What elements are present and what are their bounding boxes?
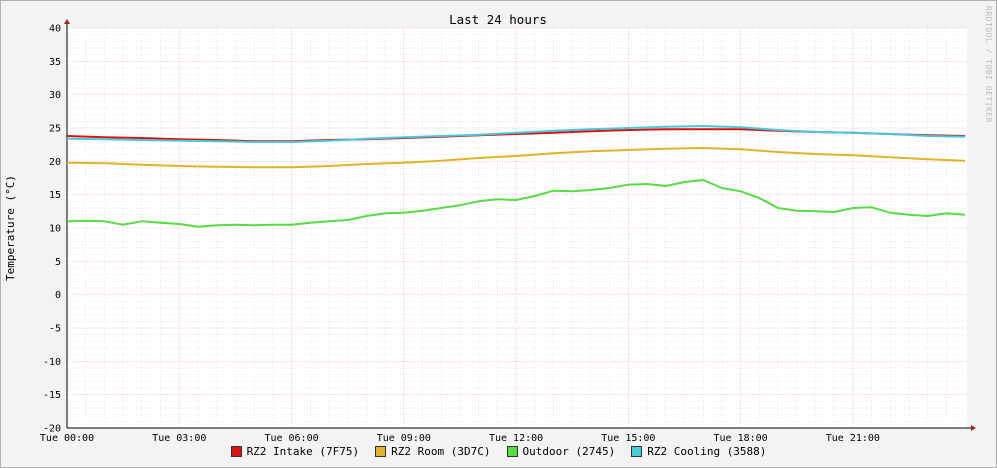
x-tick-label: Tue 18:00: [714, 433, 768, 444]
legend-item: RZ2 Cooling (3588): [631, 445, 766, 458]
legend-item: RZ2 Room (3D7C): [375, 445, 491, 458]
legend-swatch: [375, 446, 387, 457]
y-tick-label: 10: [49, 224, 61, 235]
legend-label: RZ2 Room (3D7C): [391, 445, 491, 458]
legend-swatch: [506, 446, 518, 457]
y-tick-label: -15: [43, 390, 61, 401]
x-tick-label: Tue 09:00: [377, 433, 431, 444]
series-line-2: [66, 147, 966, 169]
series-line-4: [66, 125, 966, 143]
y-axis-arrow: [64, 19, 70, 24]
y-tick-label: 15: [49, 190, 61, 201]
legend-item: RZ2 Intake (7F75): [230, 445, 360, 458]
legend-item: Outdoor (2745): [506, 445, 616, 458]
x-tick-label: Tue 21:00: [826, 433, 880, 444]
y-tick-label: 35: [49, 57, 61, 68]
chart-title: Last 24 hours: [449, 12, 547, 27]
legend-swatch: [631, 446, 643, 457]
legend-swatch: [230, 446, 242, 457]
y-tick-label: 20: [49, 157, 61, 168]
y-tick-label: -20: [43, 424, 61, 435]
legend-label: RZ2 Intake (7F75): [246, 445, 360, 458]
y-tick-label: 40: [49, 24, 61, 35]
y-tick-label: -10: [43, 357, 61, 368]
y-axis-label: Temperature (°C): [4, 175, 17, 281]
x-tick-label: Tue 00:00: [40, 433, 94, 444]
x-tick-label: Tue 12:00: [489, 433, 543, 444]
x-tick-label: Tue 15:00: [601, 433, 655, 444]
y-tick-label: 0: [55, 290, 61, 301]
y-tick-label: 5: [55, 257, 61, 268]
series-line-3: [66, 179, 966, 228]
y-tick-label: -5: [49, 324, 61, 335]
legend-label: RZ2 Cooling (3588): [647, 445, 767, 458]
x-tick-label: Tue 03:00: [152, 433, 206, 444]
legend: RZ2 Intake (7F75) RZ2 Room (3D7C) Outdoor …: [0, 445, 997, 458]
x-axis-arrow: [971, 425, 976, 431]
y-tick-label: 25: [49, 124, 61, 135]
x-tick-label: Tue 06:00: [264, 433, 318, 444]
y-tick-label: 30: [49, 90, 61, 101]
legend-label: Outdoor (2745): [522, 445, 616, 458]
rrdtool-watermark: RRDTOOL / TOBI OETIKER: [984, 6, 993, 123]
